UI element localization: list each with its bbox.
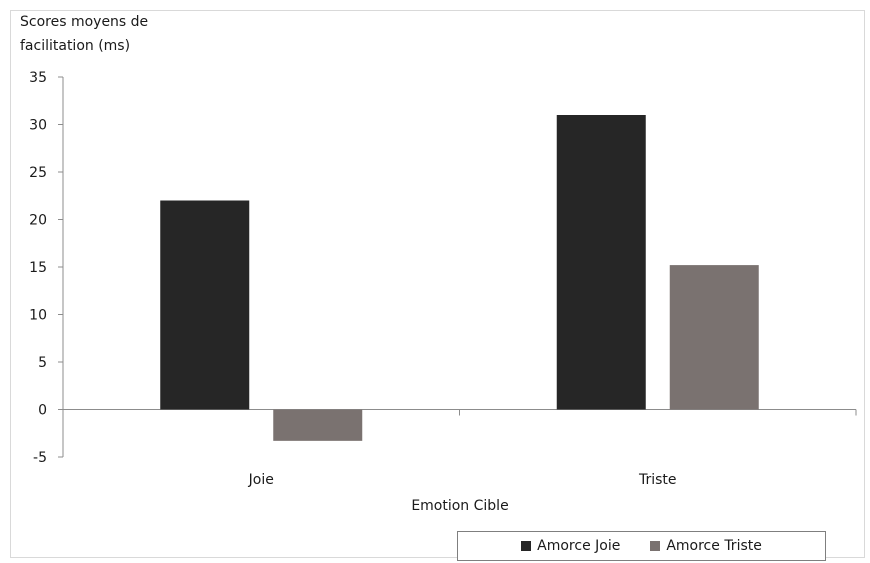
bar-amorce-joie-joie	[160, 200, 250, 410]
x-axis-label: Emotion Cible	[411, 498, 509, 514]
legend-item-amorce-joie: Amorce Joie	[521, 538, 620, 554]
y-tick-label: -5	[33, 450, 47, 466]
legend: Amorce Joie Amorce Triste	[457, 531, 826, 561]
y-tick-label: 0	[38, 403, 47, 419]
y-tick-label: 30	[29, 118, 47, 134]
y-axis-label-line-1: Scores moyens de	[20, 14, 149, 30]
legend-swatch-amorce-triste	[650, 541, 661, 551]
y-tick-label: 5	[38, 355, 47, 371]
y-tick-label: 15	[29, 260, 47, 276]
y-axis-label-line-2: facilitation (ms)	[20, 38, 131, 54]
legend-label-amorce-joie: Amorce Joie	[537, 538, 621, 554]
y-tick-label: 25	[29, 165, 47, 181]
y-tick-label: 20	[29, 213, 47, 229]
bars-layer	[160, 115, 759, 441]
labels-layer: -5 0 5 10 15 20 25 30 35 Joie Triste	[29, 70, 676, 488]
x-tick-label: Joie	[248, 472, 274, 488]
legend-label-amorce-triste: Amorce Triste	[666, 538, 762, 554]
legend-item-amorce-triste: Amorce Triste	[650, 538, 762, 554]
x-tick-label: Triste	[638, 472, 677, 488]
bar-amorce-joie-triste	[556, 115, 646, 410]
y-tick-label: 35	[29, 70, 47, 86]
bar-amorce-triste-joie	[273, 409, 363, 441]
legend-swatch-amorce-joie	[521, 541, 532, 551]
bar-amorce-triste-triste	[669, 265, 759, 410]
y-tick-label: 10	[29, 308, 47, 324]
